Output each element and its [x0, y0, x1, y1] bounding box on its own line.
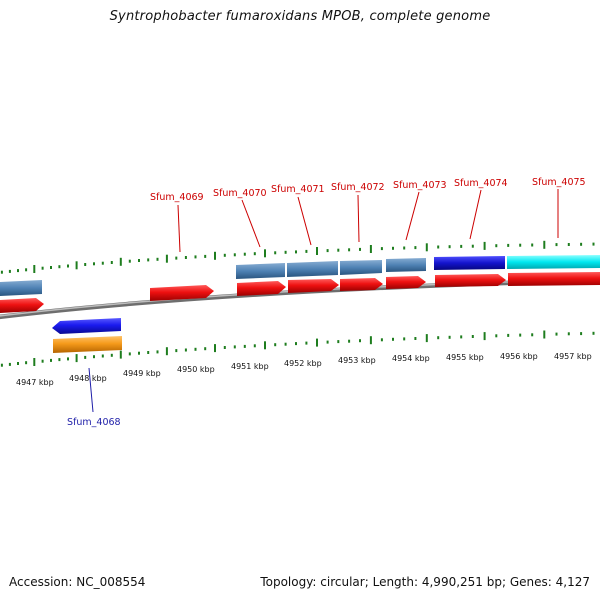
- gene-label-sfum-4068[interactable]: Sfum_4068: [67, 417, 121, 428]
- leader-line: [297, 196, 312, 246]
- reverse-cds-arrow-sfum-4068[interactable]: [52, 318, 121, 334]
- kbp-label: 4952 kbp: [284, 359, 322, 368]
- cog-block-sfum-4071: [287, 261, 338, 277]
- forward-cds-arrow[interactable]: [435, 274, 506, 287]
- reverse-strand-track: [52, 318, 122, 353]
- forward-cds-arrow[interactable]: [386, 276, 426, 289]
- forward-cds-arrow[interactable]: [237, 281, 286, 296]
- leader-line: [177, 204, 181, 253]
- length-label: Length:: [372, 575, 419, 589]
- forward-cds-arrow[interactable]: [288, 279, 339, 293]
- genes-label: Genes:: [509, 575, 552, 589]
- kbp-label: 4955 kbp: [446, 353, 484, 362]
- forward-cds-arrow[interactable]: [0, 298, 44, 313]
- genes-value: 4,127: [555, 575, 590, 589]
- leader-line: [469, 189, 482, 240]
- gene-label-sfum-4069[interactable]: Sfum_4069: [150, 192, 204, 203]
- cog-block-sfum-4075: [507, 255, 600, 269]
- genome-stats-line: Topology: circular; Length: 4,990,251 bp…: [260, 575, 590, 589]
- forward-cds-arrow[interactable]: [340, 278, 383, 291]
- forward-cds-arrow[interactable]: [508, 272, 600, 286]
- gene-label-sfum-4074[interactable]: Sfum_4074: [454, 178, 508, 189]
- accession-line: Accession: NC_008554: [9, 575, 145, 589]
- forward-cds-arrow[interactable]: [150, 285, 214, 301]
- kbp-label: 4950 kbp: [177, 365, 215, 374]
- kbp-label: 4949 kbp: [123, 369, 161, 378]
- leader-line: [357, 194, 360, 243]
- accession-label: Accession:: [9, 575, 73, 589]
- gene-label-leaders: [88, 189, 559, 413]
- cog-block-sfum-4074: [434, 256, 505, 270]
- leader-line: [405, 191, 420, 241]
- kbp-scale: 4947 kbp 4948 kbp 4949 kbp 4950 kbp 4951…: [16, 352, 592, 387]
- cog-block-sfum-4070: [236, 263, 285, 279]
- gene-label-sfum-4071[interactable]: Sfum_4071: [271, 184, 325, 195]
- kbp-label: 4947 kbp: [16, 378, 54, 387]
- topology-label: Topology:: [260, 575, 317, 589]
- forward-strand-track: [0, 272, 600, 313]
- kbp-label: 4953 kbp: [338, 356, 376, 365]
- cog-block-sfum-4068: [53, 336, 122, 353]
- gene-label-sfum-4075[interactable]: Sfum_4075: [532, 177, 586, 188]
- leader-line: [88, 367, 94, 413]
- cog-block-left-edge: [0, 280, 42, 296]
- cog-track: [0, 255, 600, 296]
- accession-value: NC_008554: [76, 575, 146, 589]
- kbp-label: 4954 kbp: [392, 354, 430, 363]
- leader-line: [241, 199, 261, 248]
- inner-tick-ruler: [0, 330, 595, 367]
- kbp-label: 4951 kbp: [231, 362, 269, 371]
- kbp-label: 4948 kbp: [69, 374, 107, 383]
- gene-label-sfum-4073[interactable]: Sfum_4073: [393, 180, 447, 191]
- gene-label-sfum-4070[interactable]: Sfum_4070: [213, 188, 267, 199]
- outer-tick-ruler: [0, 240, 595, 274]
- kbp-label: 4957 kbp: [554, 352, 592, 361]
- gene-label-sfum-4072[interactable]: Sfum_4072: [331, 182, 385, 193]
- kbp-label: 4956 kbp: [500, 352, 538, 361]
- topology-value: circular: [320, 575, 365, 589]
- map-title: Syntrophobacter fumaroxidans MPOB, compl…: [109, 9, 491, 24]
- cog-block-sfum-4072: [340, 260, 382, 275]
- gene-labels: Sfum_4069 Sfum_4070 Sfum_4071 Sfum_4072 …: [67, 177, 586, 428]
- length-value: 4,990,251 bp: [421, 575, 502, 589]
- cog-block-sfum-4073: [386, 258, 426, 272]
